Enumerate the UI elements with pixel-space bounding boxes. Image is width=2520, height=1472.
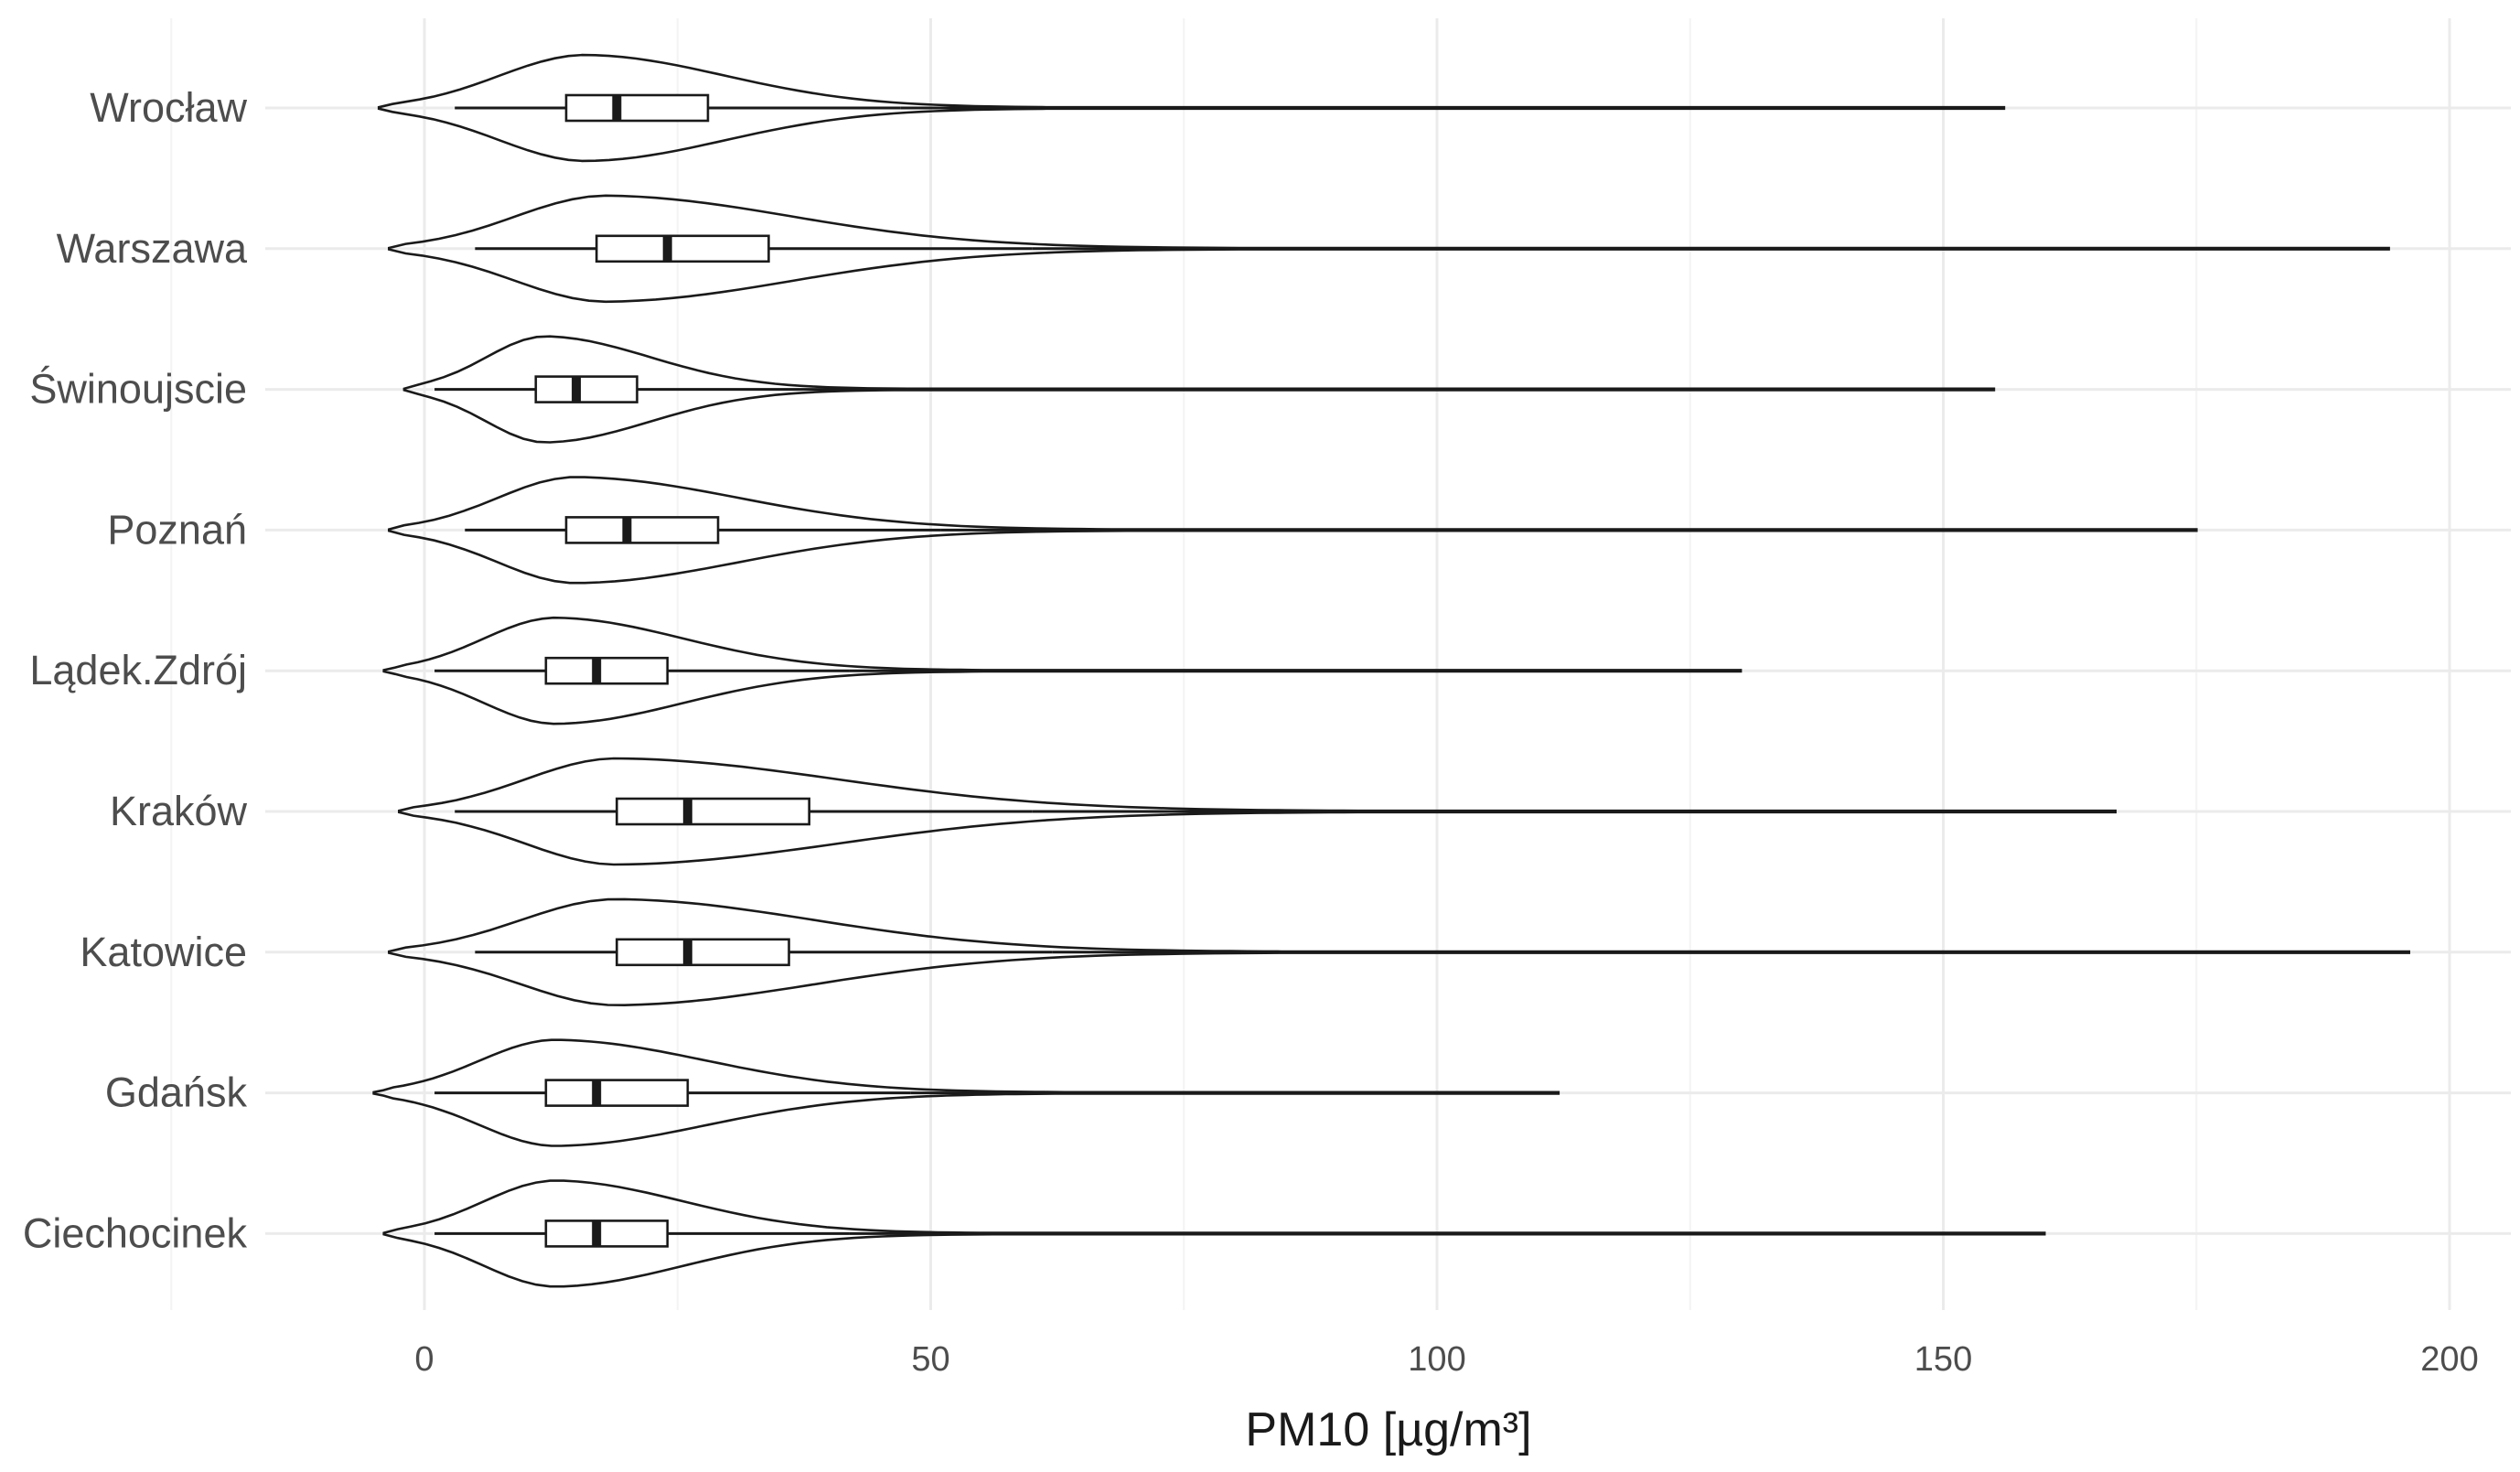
violin-shape [388, 194, 2390, 304]
x-tick-labels: 0 50 100 150 200 [414, 1340, 2478, 1379]
violin-group [372, 1038, 1560, 1147]
x-tick-label: 150 [1914, 1340, 1972, 1379]
violins [372, 53, 2410, 1288]
iqr-box [616, 938, 790, 967]
violin-shape [398, 757, 2117, 866]
iqr-box [564, 93, 710, 123]
violin-group [388, 897, 2410, 1007]
category-label: Warszawa [57, 225, 248, 272]
violin-group [377, 53, 2006, 163]
grid-layer [170, 18, 2511, 1310]
iqr-box [616, 797, 810, 826]
violin-group [402, 335, 1996, 444]
iqr-box [544, 1079, 690, 1107]
category-label: Gdańsk [105, 1069, 248, 1116]
violin-group [382, 1179, 2046, 1288]
x-tick-label: 0 [414, 1340, 434, 1379]
x-tick-label: 50 [911, 1340, 949, 1379]
iqr-box [595, 234, 770, 263]
iqr-box [544, 656, 669, 685]
x-axis-title: PM10 [µg/m³] [1245, 1403, 1531, 1456]
x-tick-label: 200 [2420, 1340, 2478, 1379]
violin-group [388, 476, 2198, 585]
iqr-box [534, 375, 638, 403]
category-label: Lądek.Zdrój [29, 647, 247, 693]
violin-shape [388, 476, 2198, 585]
category-label: Ciechocinek [23, 1209, 248, 1256]
iqr-box [564, 516, 720, 544]
category-label: Świnoujscie [29, 366, 247, 413]
category-label: Wrocław [90, 84, 247, 131]
violin-group [382, 616, 1743, 725]
category-label: Katowice [80, 929, 247, 975]
category-label: Poznań [107, 506, 247, 553]
violin-group [388, 194, 2390, 304]
category-label: Kraków [110, 788, 248, 834]
violin-group [398, 757, 2117, 866]
x-tick-label: 100 [1408, 1340, 1465, 1379]
category-labels: Wrocław Warszawa Świnoujscie Poznań Lądek.Zd… [23, 84, 248, 1256]
iqr-box [544, 1220, 669, 1248]
